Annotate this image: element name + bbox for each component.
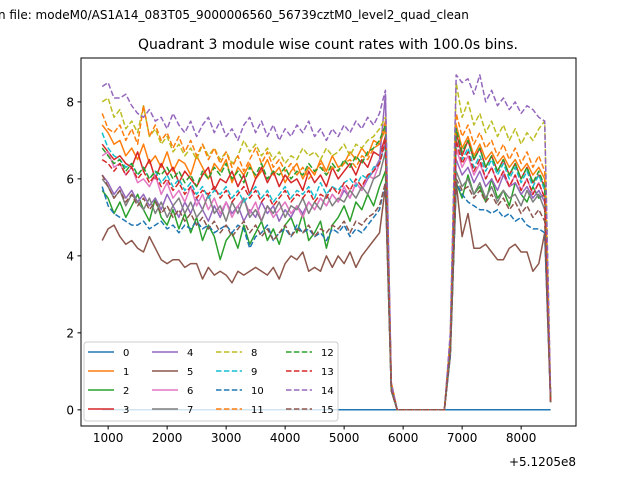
- x-tick-label: 1000: [93, 431, 124, 445]
- y-tick-label: 2: [66, 326, 74, 340]
- legend-label-13: 13: [321, 367, 334, 378]
- legend-label-9: 9: [251, 367, 257, 378]
- legend-label-11: 11: [251, 405, 264, 416]
- x-tick-label: 3000: [211, 431, 242, 445]
- series-line-13: [101, 139, 552, 411]
- legend-label-7: 7: [187, 405, 193, 416]
- y-tick-label: 4: [66, 249, 74, 263]
- legend-label-5: 5: [187, 367, 193, 378]
- axes-frame: [80, 57, 577, 427]
- series-line-7: [101, 151, 552, 411]
- legend-label-10: 10: [251, 386, 264, 397]
- series-line-5: [101, 181, 552, 411]
- series-line-9: [101, 132, 552, 411]
- legend-label-12: 12: [321, 348, 334, 359]
- x-tick-label: 2000: [152, 431, 183, 445]
- y-tick-label: 6: [66, 172, 74, 186]
- x-offset-label: +5.1205e8: [509, 455, 576, 469]
- series-line-10: [101, 181, 552, 411]
- legend-label-4: 4: [187, 348, 193, 359]
- x-tick-label: 7000: [447, 431, 478, 445]
- x-tick-label: 6000: [388, 431, 419, 445]
- legend-label-6: 6: [187, 386, 193, 397]
- x-tick-label: 4000: [270, 431, 301, 445]
- y-tick-label: 8: [66, 95, 74, 109]
- legend-label-15: 15: [321, 405, 334, 416]
- series-line-1: [101, 124, 552, 411]
- x-tick-label: 5000: [329, 431, 360, 445]
- series-lines: [101, 74, 552, 411]
- legend-label-14: 14: [321, 386, 334, 397]
- legend-label-3: 3: [123, 405, 129, 416]
- series-line-15: [101, 174, 552, 411]
- legend-label-1: 1: [123, 367, 129, 378]
- legend-label-0: 0: [123, 348, 129, 359]
- figure-suptitle: n file: modeM0/AS1A14_083T05_9000006560_…: [0, 8, 469, 22]
- series-line-8: [101, 81, 552, 411]
- x-axis-ticks: 1000 2000 3000 4000 5000 6000 7000 8000: [93, 426, 537, 445]
- series-line-12: [101, 124, 552, 411]
- legend-label-8: 8: [251, 348, 257, 359]
- series-line-6: [101, 139, 552, 411]
- x-tick-label: 8000: [506, 431, 537, 445]
- y-axis-ticks: 0 2 4 6 8: [66, 95, 81, 417]
- chart-title: Quadrant 3 module wise count rates with …: [138, 37, 518, 53]
- legend-frame: [83, 341, 339, 422]
- series-line-14: [101, 74, 552, 411]
- legend-label-2: 2: [123, 386, 129, 397]
- y-tick-label: 0: [66, 403, 74, 417]
